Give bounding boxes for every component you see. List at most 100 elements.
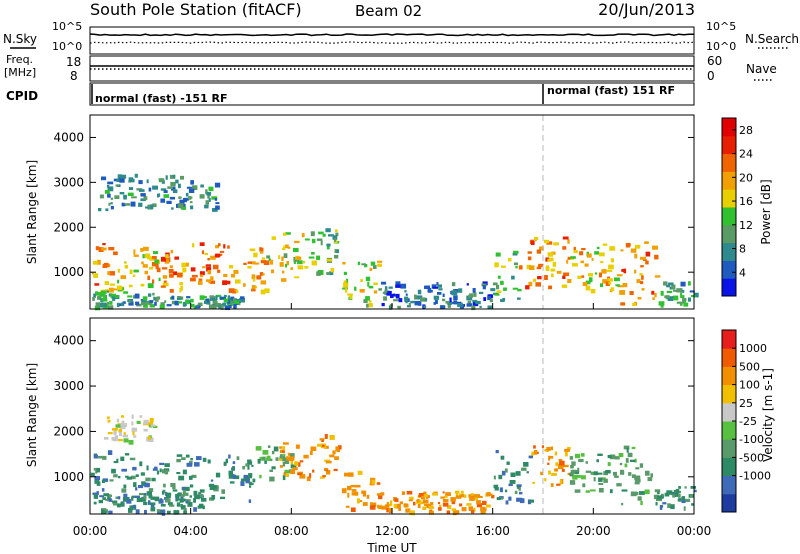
data-cell <box>199 271 205 276</box>
data-cell <box>124 261 127 264</box>
data-cell <box>169 273 174 278</box>
data-cell <box>476 503 482 508</box>
y-tick-label: 2000 <box>53 424 84 438</box>
data-cell <box>141 302 147 306</box>
data-cell <box>266 455 271 459</box>
data-cell <box>185 499 191 504</box>
data-cell <box>240 478 247 482</box>
data-cell <box>544 275 548 280</box>
data-cell <box>503 287 507 291</box>
data-cell <box>541 445 544 448</box>
data-cell <box>117 496 121 500</box>
data-cell <box>209 296 215 301</box>
data-cell <box>150 504 155 507</box>
data-cell <box>164 498 171 503</box>
data-cell <box>140 193 146 197</box>
data-cell <box>308 256 315 259</box>
data-cell <box>129 457 136 461</box>
data-cell <box>373 290 378 294</box>
data-cell <box>577 275 582 279</box>
data-cell <box>159 304 165 309</box>
data-cell <box>615 284 621 287</box>
colorbar-swatch <box>722 402 736 422</box>
data-cell <box>508 483 513 487</box>
data-cell <box>128 284 133 288</box>
data-cell <box>405 293 408 296</box>
data-cell <box>562 246 567 250</box>
data-cell <box>223 294 227 298</box>
data-cell <box>482 281 488 286</box>
data-cell <box>148 500 151 505</box>
data-cell <box>370 261 376 266</box>
data-cell <box>513 250 519 254</box>
data-cell <box>598 272 602 278</box>
data-cell <box>149 266 154 270</box>
freq-unit: [MHz] <box>4 66 36 79</box>
data-cell <box>359 289 365 293</box>
data-cell <box>421 495 426 500</box>
data-cell <box>245 463 248 467</box>
data-cell <box>574 489 581 493</box>
colorbar-tick-label: 28 <box>739 124 753 137</box>
data-cell <box>108 247 115 251</box>
data-cell <box>119 192 125 195</box>
data-cell <box>584 263 589 267</box>
data-cell <box>539 246 544 251</box>
data-cell <box>108 510 113 514</box>
data-cell <box>155 264 159 270</box>
data-cell <box>180 493 185 498</box>
data-cell <box>405 508 411 513</box>
data-cell <box>639 491 645 495</box>
data-cell <box>171 295 175 300</box>
data-cell <box>438 507 442 511</box>
data-cell <box>590 289 596 294</box>
data-cell <box>577 467 580 472</box>
data-cell <box>304 238 310 241</box>
data-cell <box>140 198 146 202</box>
data-cell <box>578 459 584 463</box>
data-cell <box>243 262 247 265</box>
data-cell <box>285 244 289 249</box>
data-cell <box>120 424 126 429</box>
data-cell <box>290 267 293 270</box>
data-cell <box>257 458 261 464</box>
data-cell <box>487 296 491 301</box>
data-cell <box>685 498 691 502</box>
data-cell <box>684 486 687 489</box>
data-cell <box>585 285 591 291</box>
data-cell <box>121 174 127 179</box>
data-cell <box>133 435 137 438</box>
data-cell <box>397 305 401 309</box>
data-cell <box>662 502 667 505</box>
data-cell <box>124 203 131 206</box>
data-cell <box>390 294 394 299</box>
data-cell <box>225 458 229 464</box>
data-cell <box>186 462 193 467</box>
data-cell <box>682 298 687 301</box>
data-cell <box>141 299 147 303</box>
data-cell <box>214 253 221 258</box>
data-cell <box>494 293 500 296</box>
data-cell <box>442 298 446 302</box>
data-cell <box>131 421 134 426</box>
data-cell <box>654 489 661 493</box>
data-cell <box>120 456 125 461</box>
data-cell <box>182 469 187 475</box>
data-cell <box>510 472 516 477</box>
data-cell <box>164 469 169 475</box>
data-cell <box>283 472 286 476</box>
data-cell <box>361 490 367 494</box>
data-cell <box>98 208 102 212</box>
data-cell <box>682 300 685 304</box>
data-cell <box>455 495 462 499</box>
data-cell <box>600 283 603 288</box>
data-cell <box>134 293 140 299</box>
data-cell <box>512 252 518 256</box>
data-cell <box>173 510 180 515</box>
data-cell <box>262 456 266 461</box>
data-cell <box>148 437 154 442</box>
data-cell <box>208 198 211 202</box>
data-cell <box>526 264 532 270</box>
data-cell <box>96 491 99 495</box>
data-cell <box>381 303 385 307</box>
